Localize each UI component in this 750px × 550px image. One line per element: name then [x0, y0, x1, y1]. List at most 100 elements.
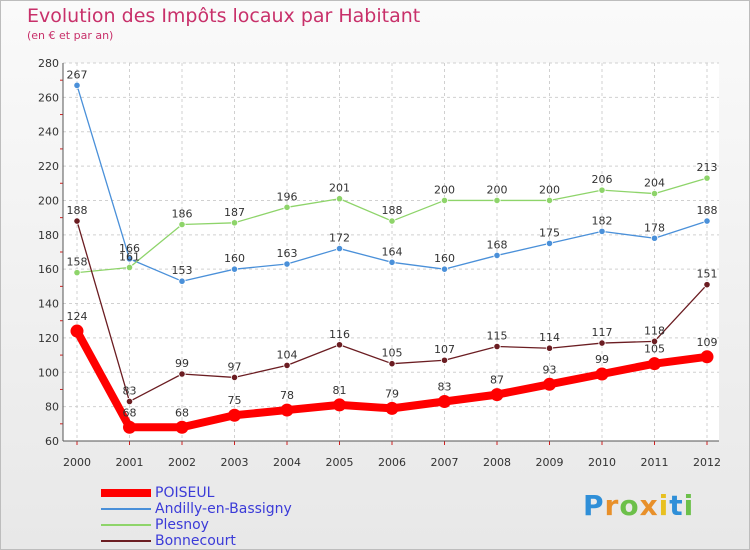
legend-label: POISEUL — [155, 485, 215, 501]
data-point-andilly-en-bassigny — [650, 234, 659, 242]
data-point-plesnoy — [703, 174, 711, 182]
data-point-andilly-en-bassigny — [545, 239, 554, 248]
data-label-andilly-en-bassigny: 164 — [382, 245, 403, 258]
data-label-poiseul: 81 — [333, 384, 347, 397]
y-tick-label: 120 — [38, 332, 59, 345]
data-label-bonnecourt: 117 — [592, 326, 613, 339]
data-label-poiseul: 68 — [123, 406, 137, 419]
data-point-andilly-en-bassigny — [283, 260, 291, 268]
data-point-poiseul — [595, 367, 609, 381]
data-point-bonnecourt — [493, 342, 501, 351]
data-point-plesnoy — [125, 263, 134, 272]
logo-letter: o — [619, 489, 640, 522]
data-point-plesnoy — [230, 219, 239, 227]
x-tick-label: 2006 — [378, 456, 406, 469]
data-point-bonnecourt — [440, 356, 449, 364]
x-tick-label: 2001 — [116, 456, 144, 469]
data-point-bonnecourt — [73, 217, 81, 225]
data-label-andilly-en-bassigny: 175 — [539, 226, 560, 239]
data-label-poiseul: 87 — [490, 374, 504, 387]
data-label-andilly-en-bassigny: 182 — [592, 214, 613, 227]
data-point-andilly-en-bassigny — [388, 258, 396, 266]
data-label-andilly-en-bassigny: 153 — [172, 264, 193, 277]
legend-swatch — [101, 540, 151, 542]
y-tick-label: 280 — [38, 57, 59, 70]
y-tick-label: 160 — [38, 263, 59, 276]
plot-area — [63, 63, 719, 441]
data-label-plesnoy: 187 — [224, 206, 245, 219]
data-point-bonnecourt — [650, 337, 659, 345]
x-tick-label: 2012 — [693, 456, 721, 469]
y-tick-label: 220 — [38, 160, 59, 173]
data-label-plesnoy: 213 — [697, 161, 718, 174]
logo-letter: r — [604, 489, 620, 522]
data-label-bonnecourt: 114 — [539, 331, 560, 344]
data-label-plesnoy: 161 — [119, 250, 140, 263]
legend-item-bonnecourt: Bonnecourt — [101, 533, 292, 549]
x-tick-label: 2004 — [273, 456, 301, 469]
data-label-bonnecourt: 97 — [228, 360, 242, 373]
data-label-andilly-en-bassigny: 160 — [434, 252, 455, 265]
data-label-andilly-en-bassigny: 188 — [697, 204, 718, 217]
data-point-bonnecourt — [388, 360, 396, 368]
data-label-bonnecourt: 188 — [67, 204, 88, 217]
data-point-plesnoy — [493, 196, 501, 205]
data-point-poiseul — [175, 420, 189, 434]
y-tick-label: 180 — [38, 229, 59, 242]
x-tick-label: 2011 — [641, 456, 669, 469]
data-label-plesnoy: 188 — [382, 204, 403, 217]
data-point-andilly-en-bassigny — [703, 217, 711, 225]
data-point-plesnoy — [598, 186, 606, 194]
data-label-poiseul: 68 — [175, 406, 189, 419]
x-tick-label: 2000 — [63, 456, 91, 469]
data-point-andilly-en-bassigny — [73, 81, 81, 89]
data-label-andilly-en-bassigny: 163 — [277, 247, 298, 260]
data-point-poiseul — [700, 350, 714, 364]
data-point-plesnoy — [283, 203, 291, 211]
data-label-plesnoy: 200 — [434, 183, 455, 196]
logo-letter: t — [669, 489, 684, 522]
data-label-plesnoy: 196 — [277, 190, 298, 203]
data-label-bonnecourt: 83 — [123, 384, 137, 397]
data-point-poiseul — [438, 394, 451, 408]
data-point-poiseul — [70, 324, 84, 338]
legend-swatch — [101, 489, 151, 497]
legend-item-andilly-en-bassigny: Andilly-en-Bassigny — [101, 501, 292, 517]
y-tick-label: 140 — [38, 298, 59, 311]
data-label-poiseul: 79 — [385, 387, 399, 400]
legend-item-poiseul: POISEUL — [101, 485, 292, 501]
data-point-plesnoy — [178, 220, 186, 229]
data-point-poiseul — [123, 420, 136, 434]
legend-label: Andilly-en-Bassigny — [155, 501, 292, 517]
data-point-poiseul — [385, 401, 399, 415]
data-label-poiseul: 78 — [280, 389, 294, 402]
data-label-plesnoy: 204 — [644, 177, 665, 190]
x-tick-label: 2003 — [221, 456, 249, 469]
data-point-poiseul — [490, 388, 504, 402]
data-label-plesnoy: 201 — [329, 182, 350, 195]
data-label-bonnecourt: 115 — [487, 330, 508, 343]
data-point-plesnoy — [388, 217, 396, 225]
legend-item-plesnoy: Plesnoy — [101, 517, 292, 533]
x-tick-label: 2009 — [536, 456, 564, 469]
data-label-poiseul: 75 — [228, 394, 242, 407]
logo-letter: i — [683, 489, 695, 522]
data-label-andilly-en-bassigny: 178 — [644, 221, 665, 234]
x-tick-label: 2007 — [431, 456, 459, 469]
data-point-andilly-en-bassigny — [125, 255, 134, 263]
chart-title: Evolution des Impôts locaux par Habitant — [27, 5, 421, 27]
data-point-andilly-en-bassigny — [178, 277, 186, 285]
data-point-andilly-en-bassigny — [598, 227, 606, 235]
legend-label: Plesnoy — [155, 517, 209, 533]
data-label-bonnecourt: 116 — [329, 328, 350, 341]
data-label-bonnecourt: 107 — [434, 343, 455, 356]
data-label-poiseul: 109 — [697, 336, 718, 349]
data-label-andilly-en-bassigny: 172 — [329, 232, 350, 245]
data-point-plesnoy — [73, 269, 81, 277]
data-label-plesnoy: 206 — [592, 173, 613, 186]
data-label-plesnoy: 200 — [539, 183, 560, 196]
data-point-plesnoy — [650, 189, 659, 198]
chart-subtitle: (en € et par an) — [27, 29, 114, 42]
logo-letter: i — [658, 489, 670, 522]
